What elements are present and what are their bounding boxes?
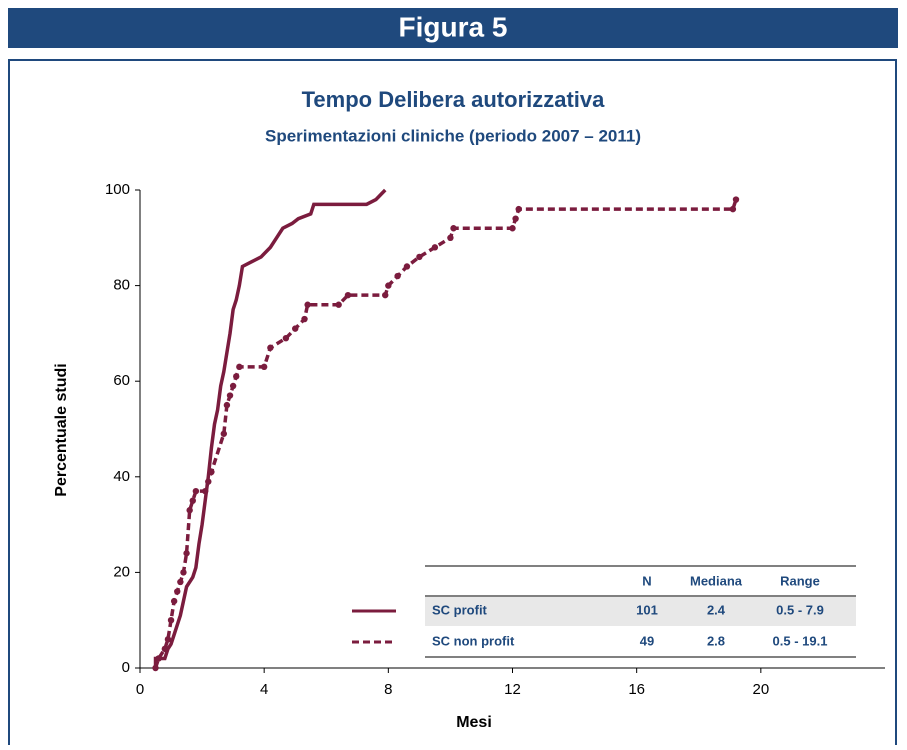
point xyxy=(205,478,212,485)
point xyxy=(301,315,308,323)
table-cell: 101 xyxy=(636,602,658,617)
point xyxy=(260,363,268,371)
point xyxy=(515,205,522,213)
x-tick-label: 8 xyxy=(384,681,392,698)
y-axis-label: Percentuale studi xyxy=(53,363,70,496)
point xyxy=(201,487,209,495)
point xyxy=(223,401,231,409)
y-tick-label: 0 xyxy=(122,659,130,676)
point xyxy=(282,334,290,342)
point xyxy=(164,636,172,643)
y-tick-label: 60 xyxy=(113,372,130,389)
table-band xyxy=(425,597,856,626)
point xyxy=(186,507,193,514)
banner xyxy=(8,8,898,48)
point xyxy=(512,215,519,222)
point xyxy=(167,617,175,624)
point xyxy=(189,497,196,504)
point xyxy=(304,301,311,308)
table-cell: 2.4 xyxy=(707,602,726,617)
chart-title: Tempo Delibera autorizzativa xyxy=(302,87,606,112)
table-header: Mediana xyxy=(690,573,743,588)
point xyxy=(220,430,228,437)
chart-subtitle: Sperimentazioni cliniche (periodo 2007 –… xyxy=(265,126,641,145)
point xyxy=(180,569,187,576)
y-tick-label: 80 xyxy=(113,277,130,294)
point xyxy=(170,597,178,605)
point xyxy=(177,578,184,586)
point xyxy=(729,205,737,213)
point xyxy=(394,272,401,280)
legend-label: SC profit xyxy=(432,602,488,617)
point xyxy=(403,263,411,270)
x-tick-label: 0 xyxy=(136,681,144,698)
point xyxy=(233,373,240,380)
point xyxy=(183,550,190,557)
frame xyxy=(8,59,897,750)
point xyxy=(431,244,439,251)
table-header: N xyxy=(642,573,651,588)
x-tick-label: 16 xyxy=(628,681,645,698)
x-tick-label: 20 xyxy=(752,681,769,698)
y-tick-label: 40 xyxy=(113,468,130,485)
point xyxy=(174,588,181,595)
table-cell: 49 xyxy=(640,633,654,648)
point xyxy=(236,363,243,371)
point xyxy=(292,325,299,332)
point xyxy=(161,645,169,653)
point xyxy=(732,196,740,203)
point xyxy=(450,225,457,232)
point xyxy=(385,282,392,289)
table-cell: 2.8 xyxy=(707,633,725,648)
table-cell: 0.5 - 7.9 xyxy=(776,602,824,617)
header: Figura 5 xyxy=(399,11,508,42)
y-tick-label: 20 xyxy=(113,563,130,580)
x-tick-label: 4 xyxy=(260,681,268,698)
series-line xyxy=(153,188,387,668)
point xyxy=(226,392,234,399)
point xyxy=(192,487,200,495)
point xyxy=(509,225,516,232)
x-axis-label: Mesi xyxy=(456,714,492,731)
point xyxy=(344,291,352,299)
point xyxy=(382,291,389,299)
table-header: Range xyxy=(780,573,820,588)
point xyxy=(447,234,454,241)
x-tick-label: 12 xyxy=(504,681,521,698)
point xyxy=(155,655,162,662)
point xyxy=(152,664,159,672)
point xyxy=(208,468,215,476)
point xyxy=(267,344,274,351)
table-cell: 0.5 - 19.1 xyxy=(773,633,828,648)
legend-label: SC non profit xyxy=(432,633,515,648)
point xyxy=(335,301,342,308)
point xyxy=(229,382,237,390)
point xyxy=(416,253,423,261)
y-tick-label: 100 xyxy=(105,181,130,198)
